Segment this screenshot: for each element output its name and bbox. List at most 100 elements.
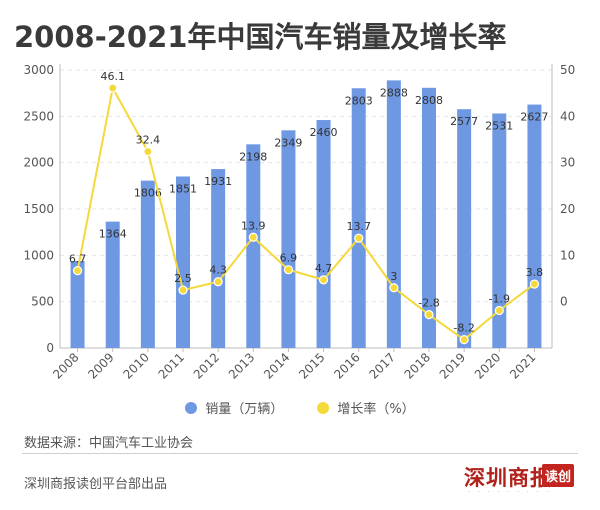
bar-value-label: 2460 (310, 126, 338, 139)
x-tick-label: 2018 (402, 350, 433, 381)
growth-value-label: 3.8 (526, 266, 544, 279)
bar (140, 180, 155, 348)
y-left-tick-label: 0 (46, 341, 54, 355)
y-right-tick-label: 40 (560, 109, 575, 123)
growth-value-label: -8.2 (453, 322, 474, 335)
bar (386, 80, 401, 349)
growth-point (283, 265, 294, 275)
growth-value-label: 3 (390, 270, 397, 283)
bar (492, 113, 507, 348)
legend-label-growth: 增长率（%） (337, 402, 415, 417)
x-tick-label: 2021 (507, 350, 538, 381)
bar (211, 169, 226, 348)
legend-item-growth[interactable]: 增长率（%） (317, 398, 415, 417)
bar-value-label: 1806 (134, 187, 162, 200)
bar (457, 109, 472, 348)
x-tick-label: 2013 (226, 350, 257, 381)
bar (527, 104, 542, 348)
x-tick-label: 2009 (85, 350, 116, 381)
growth-point (72, 266, 83, 276)
y-left-tick-label: 500 (31, 295, 54, 309)
logo-subline: · · · · · · · · · (468, 489, 552, 496)
growth-value-label: 4.3 (209, 264, 227, 277)
bar (246, 144, 261, 348)
chart-title: 2008-2021年中国汽车销量及增长率 (14, 20, 507, 54)
y-right-tick-label: 10 (560, 248, 575, 262)
legend-swatch-growth (317, 401, 330, 414)
growth-value-label: 4.7 (315, 262, 333, 275)
growth-point (424, 310, 434, 320)
bar-value-label: 2531 (485, 119, 513, 132)
growth-line (76, 85, 536, 341)
y-left-tick-label: 1000 (23, 248, 54, 262)
bar (351, 88, 366, 348)
x-tick-label: 2011 (156, 350, 187, 381)
growth-point (143, 146, 153, 157)
bar-value-label: 2577 (450, 115, 478, 128)
bar (422, 87, 436, 349)
growth-value-label: 13.7 (346, 220, 371, 233)
legend-item-sales[interactable]: 销量（万辆） (185, 398, 283, 417)
growth-point (459, 335, 469, 345)
growth-value-label: 32.4 (136, 134, 161, 147)
bar (316, 120, 331, 348)
bar (176, 176, 190, 348)
credit-note: 深圳商报读创平台部出品 (24, 477, 168, 492)
logo-name: 深圳商报 (464, 465, 552, 490)
newspaper-logo: 深圳商报 读创 · · · · · · · · · (462, 462, 578, 500)
y-left-tick-label: 3000 (23, 63, 54, 77)
growth-point (529, 279, 540, 289)
growth-point (389, 283, 399, 293)
bar-value-label: 2803 (345, 94, 373, 107)
bar-value-label: 1931 (204, 175, 232, 188)
bar-value-label: 1364 (99, 228, 127, 241)
y-left-tick-label: 1500 (23, 202, 54, 216)
legend-label-sales: 销量（万辆） (205, 402, 284, 417)
y-left-tick-label: 2000 (23, 156, 54, 170)
bar-value-label: 2808 (415, 94, 443, 107)
chart-legend: 销量（万辆） 增长率（%） (0, 398, 600, 417)
growth-value-label: 13.9 (241, 219, 266, 232)
growth-value-label: -2.8 (418, 297, 439, 310)
growth-point (248, 232, 258, 242)
bar-value-label: 2198 (239, 150, 267, 163)
x-tick-label: 2016 (331, 350, 362, 381)
x-tick-label: 2020 (472, 350, 503, 381)
bar-value-label: 2349 (274, 136, 302, 149)
data-source-note: 数据来源：中国汽车工业协会 (24, 436, 194, 451)
x-tick-label: 2015 (296, 350, 327, 381)
growth-point (213, 277, 223, 287)
x-tick-label: 2008 (50, 350, 81, 381)
growth-value-label: -1.9 (489, 292, 510, 305)
logo-tag: 读创 (542, 464, 575, 487)
y-left-tick-label: 2500 (23, 109, 54, 123)
y-right-tick-label: 50 (560, 63, 575, 77)
legend-swatch-sales (185, 401, 198, 414)
y-right-tick-label: 20 (560, 202, 575, 216)
bar-value-label: 2627 (520, 111, 548, 124)
growth-value-label: 6.9 (280, 252, 298, 265)
growth-point (354, 233, 364, 243)
x-tick-label: 2010 (120, 350, 151, 381)
growth-value-label: 46.1 (100, 70, 125, 83)
growth-value-label: 2.5 (174, 272, 192, 285)
growth-point (318, 275, 329, 285)
footer-divider (22, 453, 578, 454)
x-tick-label: 2017 (366, 350, 397, 381)
y-right-tick-label: 30 (560, 156, 575, 170)
growth-point (494, 305, 504, 316)
bar (281, 130, 296, 348)
bar (105, 221, 120, 348)
combo-chart: 0 500 1000 1500 2000 2500 3000 0 10 20 30 40 50 2008 1… (23, 63, 575, 382)
bar (70, 261, 85, 348)
growth-point (178, 285, 188, 295)
y-right-tick-label: 0 (560, 295, 568, 309)
x-tick-label: 2019 (437, 350, 468, 381)
x-tick-label: 2014 (261, 350, 292, 381)
growth-value-label: 6.7 (69, 253, 87, 266)
growth-point (108, 83, 118, 93)
bar-value-label: 2888 (380, 86, 408, 99)
bar-value-label: 1851 (169, 182, 197, 195)
x-tick-label: 2012 (191, 350, 222, 381)
